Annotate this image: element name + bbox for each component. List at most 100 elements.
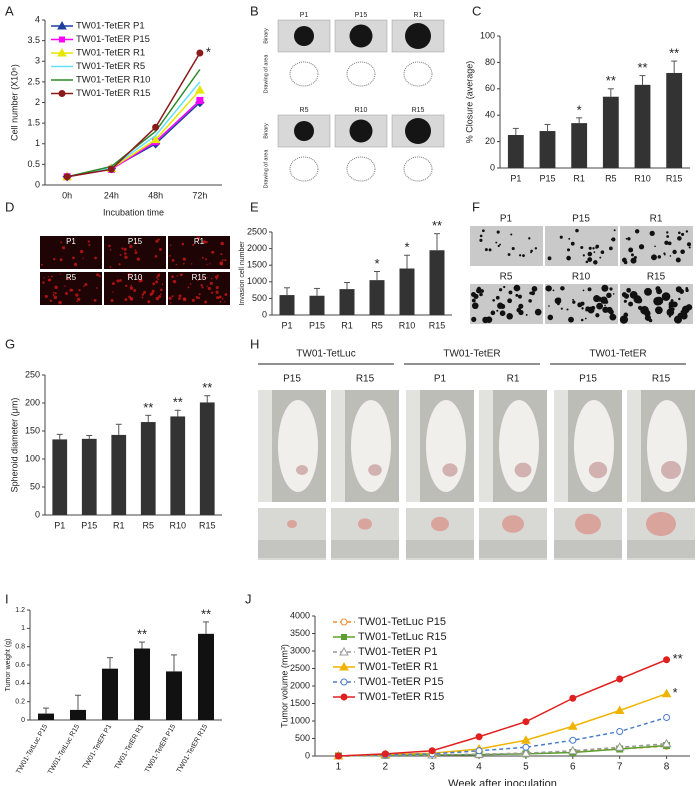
red-dot [82,257,84,259]
colony [522,254,525,258]
colony [566,248,571,252]
x-tick-label: 4 [476,762,482,773]
legend-label: TW01-TetER R5 [76,61,145,72]
colony [655,306,663,315]
y-axis-label: Invasion cell number [239,241,246,306]
red-dot [109,249,112,251]
colony [666,308,675,317]
red-dot [169,244,172,246]
red-dot [98,275,101,278]
colony [609,313,617,321]
colony [599,256,602,259]
red-dot [140,276,142,278]
colony [593,295,601,303]
y-tick-label: 0 [262,309,267,319]
bar [81,438,97,515]
red-dot [225,293,228,295]
colony [546,285,552,292]
colony [644,314,652,321]
colony [628,247,634,253]
red-dot [202,240,207,244]
y-tick-label: 1000 [290,715,310,725]
red-dot [111,282,115,286]
red-dot [52,257,56,261]
red-dot [87,240,91,243]
row-label: Binary [263,28,269,44]
colony [612,293,615,295]
red-dot [52,294,55,296]
bar [279,295,295,315]
marker [614,742,625,751]
red-dot [53,295,58,300]
colony [609,287,613,291]
marker [521,748,531,757]
colony-image [470,226,543,266]
red-dot [181,242,185,246]
legend-marker [339,661,349,671]
colony [596,302,603,310]
panel-letter: I [5,591,9,606]
colony [604,300,609,304]
row-label: Drawing of area [263,149,269,189]
x-tick-label: TW01-TetLuc R15 [47,723,81,775]
image-label: R10 [128,273,143,282]
panel-letter: G [5,336,15,351]
bar [634,84,651,168]
red-dot [42,281,45,284]
colony [471,316,477,322]
tumor [661,461,681,479]
y-tick-label: 4 [35,14,40,24]
annotation: ** [637,60,647,75]
colony [627,237,631,241]
marker [152,123,160,131]
red-dot [84,283,88,287]
red-dot [160,293,162,296]
colony [568,316,574,323]
red-dot [215,278,218,280]
red-dot [157,274,160,277]
red-dot [60,241,63,244]
fluorescence-image [168,272,230,305]
red-dot [155,276,158,279]
colony [669,255,672,257]
colony [534,247,538,250]
drawing-image [278,58,330,90]
fluorescence-image [40,272,102,305]
colony [511,246,515,251]
x-tick-label: R15 [199,520,216,530]
excised-tumor [646,512,676,536]
colony [666,235,670,238]
red-dot [211,291,214,294]
colony [680,249,685,255]
red-dot [43,277,45,279]
red-dot [205,258,208,261]
y-tick-label: 3500 [290,628,310,638]
red-dot [195,295,199,299]
colony [572,300,576,304]
red-dot [215,285,219,290]
excised-tumor [502,515,524,533]
colony [488,248,492,252]
red-dot [189,283,192,285]
y-axis-label: Cell number (X10⁶) [9,64,19,141]
red-dot [157,238,160,241]
x-tick-label: 5 [523,762,529,773]
colony [670,299,674,303]
marker [567,745,578,755]
y-tick-label: 2.5 [27,76,40,86]
annotation: ** [201,606,211,621]
colony [587,251,593,257]
red-dot [200,284,203,287]
panel-letter: H [250,336,259,351]
red-dot [219,261,224,265]
y-tick-label: 20 [485,136,495,146]
bar [102,668,118,720]
row-label: Drawing of area [263,54,269,94]
drawing-outline [289,61,319,87]
annotation: ** [673,651,683,666]
line [66,101,201,178]
red-dot [79,249,84,254]
colony [518,254,522,257]
bar [52,439,68,515]
legend-label: TW01-TetER R1 [358,661,438,673]
